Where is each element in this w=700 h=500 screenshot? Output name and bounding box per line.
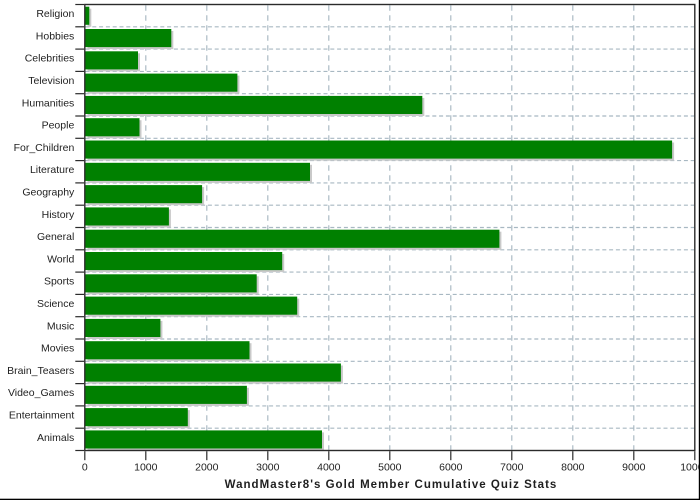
svg-text:Music: Music (47, 320, 74, 332)
svg-text:People: People (42, 120, 75, 132)
svg-text:Science: Science (37, 298, 75, 310)
svg-text:Animals: Animals (37, 432, 74, 444)
svg-text:WandMaster8's Gold Member Cumu: WandMaster8's Gold Member Cumulative Qui… (225, 479, 558, 491)
svg-text:World: World (47, 253, 74, 265)
svg-text:Movies: Movies (41, 343, 74, 355)
svg-text:5000: 5000 (378, 461, 402, 473)
svg-text:8000: 8000 (561, 461, 585, 473)
svg-text:9000: 9000 (622, 461, 646, 473)
svg-text:Hobbies: Hobbies (36, 30, 75, 42)
svg-text:7000: 7000 (500, 461, 524, 473)
svg-text:2000: 2000 (195, 461, 219, 473)
svg-text:Humanities: Humanities (22, 97, 75, 109)
svg-text:1000: 1000 (134, 461, 158, 473)
svg-text:Entertainment: Entertainment (9, 410, 74, 422)
svg-text:Celebrities: Celebrities (25, 53, 75, 65)
svg-text:Geography: Geography (22, 187, 75, 199)
svg-text:Brain_Teasers: Brain_Teasers (7, 365, 74, 377)
svg-text:10000: 10000 (680, 461, 700, 473)
svg-text:Video_Games: Video_Games (8, 387, 74, 399)
svg-text:6000: 6000 (439, 461, 463, 473)
svg-text:Television: Television (28, 75, 74, 87)
svg-text:History: History (42, 209, 75, 221)
svg-text:For_Children: For_Children (14, 142, 75, 154)
svg-text:General: General (37, 231, 74, 243)
svg-text:4000: 4000 (317, 461, 341, 473)
svg-text:Sports: Sports (44, 276, 74, 288)
svg-text:3000: 3000 (256, 461, 280, 473)
svg-text:Literature: Literature (30, 164, 75, 176)
svg-text:Religion: Religion (36, 8, 74, 20)
svg-text:0: 0 (82, 461, 88, 473)
